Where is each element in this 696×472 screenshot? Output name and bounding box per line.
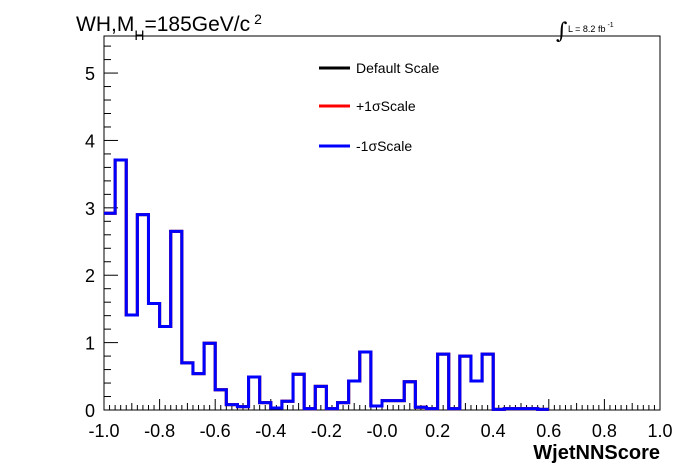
x-tick-label: -0.8 xyxy=(144,421,175,441)
series-layer xyxy=(104,158,549,411)
integral-symbol: ∫ xyxy=(556,19,568,44)
legend-label: Default Scale xyxy=(356,60,439,76)
x-axis-label: WjetNNScore xyxy=(533,442,660,464)
x-tick-label: 1.0 xyxy=(647,421,672,441)
y-tick-label: 5 xyxy=(85,64,95,84)
legend-label: +1σScale xyxy=(356,98,416,114)
legend: Default Scale +1σScale -1σScale xyxy=(319,60,439,154)
x-tick-label: 0.8 xyxy=(592,421,617,441)
y-tick-label: 2 xyxy=(85,266,95,286)
y-tick-label: 1 xyxy=(85,334,95,354)
y-tick-label: 0 xyxy=(85,401,95,421)
lumi-label: ∫ L = 8.2 fb -1 xyxy=(556,19,614,44)
x-tick-label: -0.0 xyxy=(366,421,397,441)
y-tick-label: 4 xyxy=(85,131,95,151)
x-tick-label: -0.6 xyxy=(200,421,231,441)
x-tick-label: -0.2 xyxy=(311,421,342,441)
lumi-text: L = 8.2 fb xyxy=(568,24,605,34)
y-tick-label: 3 xyxy=(85,199,95,219)
x-tick-label: -0.4 xyxy=(255,421,286,441)
axes: -1.0 -0.8 -0.6 -0.4 -0.2 -0.0 0.2 0.4 0.6 0.8 1.0 0… xyxy=(85,45,673,441)
x-tick-label: 0.2 xyxy=(425,421,450,441)
lumi-superscript: -1 xyxy=(607,22,613,29)
series-line-2 xyxy=(104,158,549,411)
legend-label: -1σScale xyxy=(356,138,412,154)
x-tick-label: 0.4 xyxy=(481,421,506,441)
chart-title: WH,MH=185GeV/c 2 xyxy=(76,11,262,43)
plot-frame xyxy=(103,35,661,411)
x-tick-label: -1.0 xyxy=(88,421,119,441)
x-tick-label: 0.6 xyxy=(536,421,561,441)
svg-text:L = 8.2 fb-1: L = 8.2 fb -1 xyxy=(568,22,614,34)
